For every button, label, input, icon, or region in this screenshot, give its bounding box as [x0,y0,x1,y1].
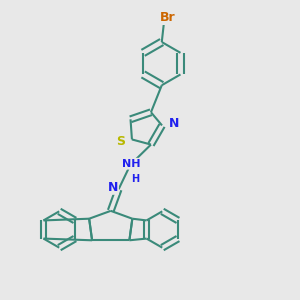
Text: N: N [169,117,179,130]
Text: N: N [107,181,118,194]
Text: Br: Br [160,11,176,24]
Text: H: H [131,174,139,184]
Text: S: S [116,135,125,148]
Text: NH: NH [122,159,141,169]
